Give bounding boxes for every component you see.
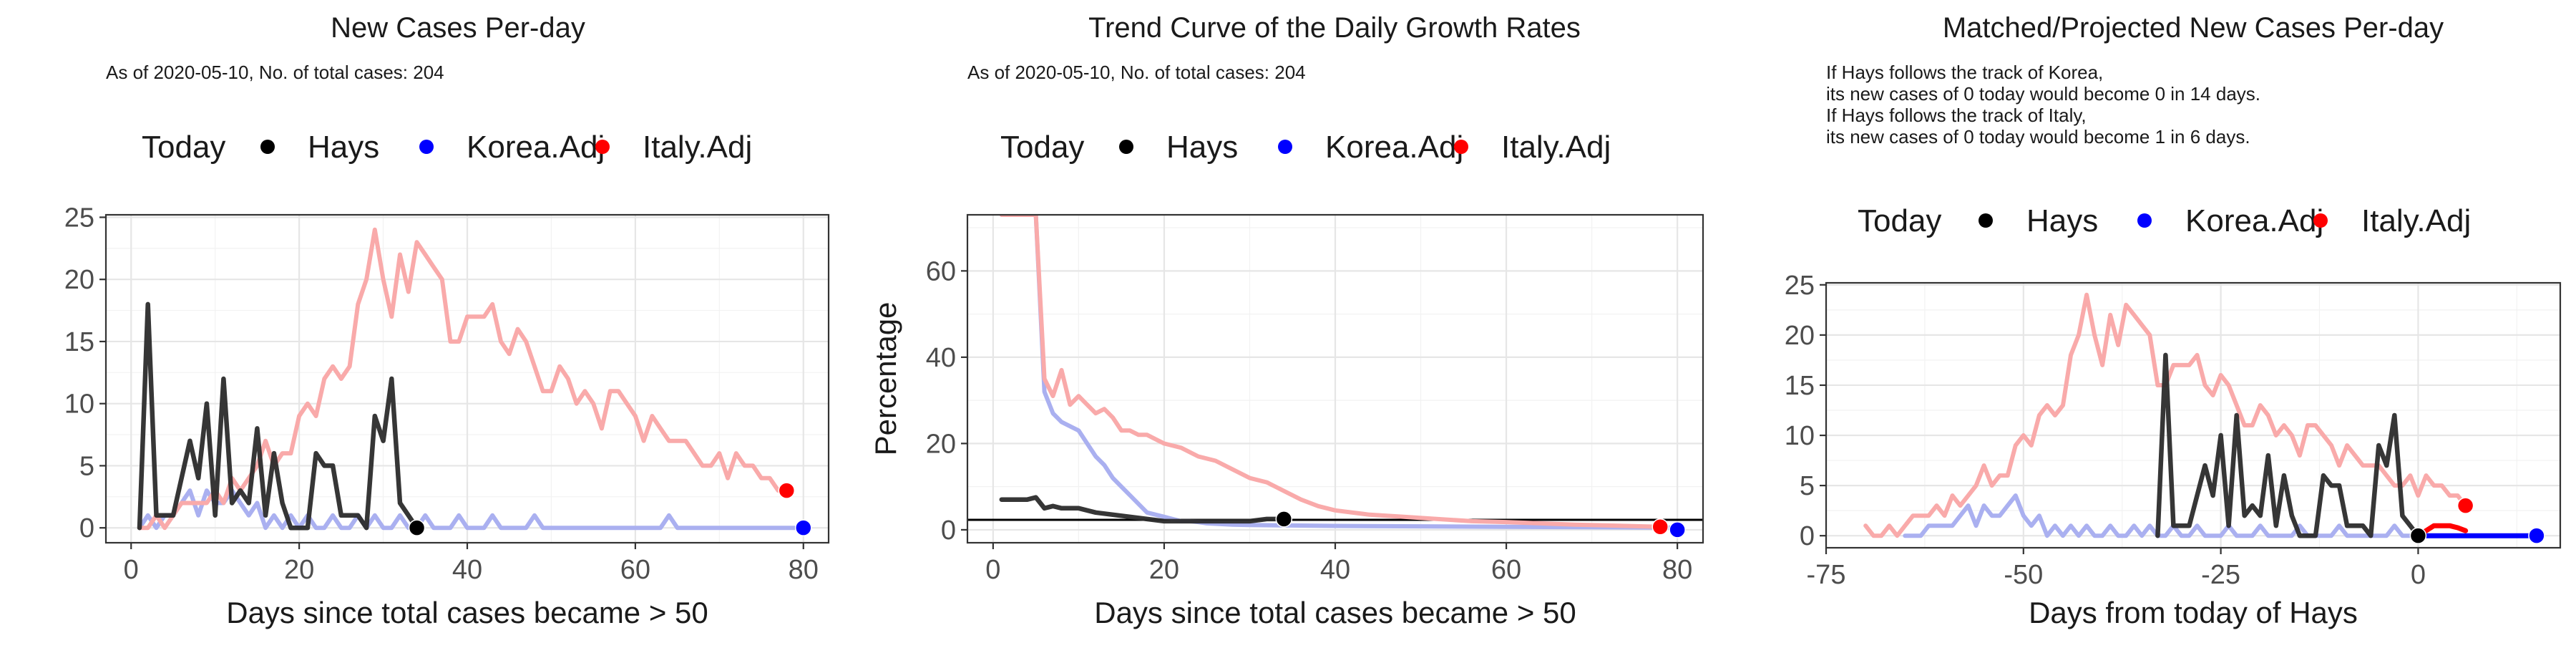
legend-label: Italy.Adj [2361, 203, 2471, 238]
chart-panel-1: New Cases Per-day As of 2020-05-10, No. o… [64, 12, 830, 629]
y-tick-label: 5 [1800, 471, 1815, 501]
legend-dot-hays [260, 140, 275, 154]
legend-dot-italy-adj [595, 140, 610, 154]
legend-dot-hays [1979, 213, 1993, 228]
y-tick-label: 60 [926, 256, 956, 286]
y-tick-label: 15 [64, 327, 94, 357]
series-group [1863, 292, 2532, 538]
y-tick-label: 40 [926, 343, 956, 373]
y-tick-label: 5 [79, 451, 94, 481]
legend-title: Today [1000, 130, 1084, 165]
legend-dot-korea-adj [1278, 140, 1292, 154]
chart-title: New Cases Per-day [331, 12, 585, 44]
chart-subtitle-line: As of 2020-05-10, No. of total cases: 20… [106, 62, 444, 83]
x-axis-label: Days from today of Hays [2029, 596, 2358, 629]
today-point-hays [1275, 511, 1293, 528]
chart-subtitle-line: If Hays follows the track of Korea, [1826, 62, 2103, 83]
y-axis-label: Percentage [869, 302, 902, 456]
today-point-italy-adj [778, 482, 796, 499]
legend-dot-hays [1119, 140, 1133, 154]
plot-border [104, 213, 830, 544]
today-point-korea-adj [2528, 527, 2545, 544]
y-tick-label: 10 [64, 390, 94, 420]
y-tick-label: 0 [941, 516, 956, 546]
today-point-italy-adj [2457, 497, 2474, 514]
series-group [999, 215, 1680, 530]
x-tick-label: 0 [985, 555, 1000, 585]
x-tick-label: -50 [2004, 560, 2043, 590]
x-tick-label: 20 [284, 555, 314, 585]
x-tick-label: -25 [2201, 560, 2240, 590]
chart-title: Trend Curve of the Daily Growth Rates [1088, 12, 1581, 44]
x-tick-label: 20 [1149, 555, 1179, 585]
y-tick-label: 25 [64, 203, 94, 233]
chart-subtitle-line: its new cases of 0 today would become 1 … [1826, 126, 2250, 148]
legend-dot-italy-adj [1454, 140, 1468, 154]
series-line-korea-adj [999, 215, 1680, 530]
legend-dot-korea-adj [2137, 213, 2152, 228]
x-tick-label: 80 [789, 555, 819, 585]
today-point-korea-adj [1669, 521, 1686, 538]
today-point-hays [2409, 527, 2427, 544]
series-group [137, 227, 806, 531]
series-line-hays [137, 301, 419, 531]
y-tick-label: 0 [79, 513, 94, 543]
legend-title: Today [1858, 203, 1941, 238]
plot-border [966, 213, 1704, 544]
x-tick-label: 80 [1662, 555, 1692, 585]
legend-label: Italy.Adj [643, 130, 752, 165]
legend: Today Hays Korea.Adj Italy.Adj [1858, 203, 2471, 238]
x-axis-label: Days since total cases became > 50 [1094, 596, 1576, 629]
y-tick-label: 10 [1785, 421, 1815, 451]
x-tick-label: -75 [1807, 560, 1846, 590]
chart-subtitle-line: As of 2020-05-10, No. of total cases: 20… [967, 62, 1306, 83]
series-line-hays [999, 495, 1287, 524]
series-line-korea-adj [137, 488, 806, 531]
legend-label: Korea.Adj [1325, 130, 1463, 165]
chart-title: Matched/Projected New Cases Per-day [1943, 12, 2444, 44]
legend-label: Hays [308, 130, 379, 165]
legend-label: Hays [2026, 203, 2098, 238]
legend-label: Korea.Adj [467, 130, 605, 165]
x-tick-label: 0 [2411, 560, 2426, 590]
chart-subtitle-line: If Hays follows the track of Italy, [1826, 105, 2087, 126]
y-tick-label: 20 [926, 429, 956, 459]
legend-title: Today [142, 130, 225, 165]
series-line-italy-adj-projection [2415, 523, 2469, 538]
chart-panel-2: Trend Curve of the Daily Growth Rates As … [869, 12, 1704, 629]
legend-label: Korea.Adj [2185, 203, 2323, 238]
x-tick-label: 0 [124, 555, 139, 585]
y-tick-label: 0 [1800, 521, 1815, 551]
legend-dot-korea-adj [419, 140, 434, 154]
y-tick-label: 15 [1785, 371, 1815, 401]
today-point-hays [408, 519, 426, 536]
series-line-italy-adj [137, 227, 789, 531]
legend-label: Hays [1166, 130, 1238, 165]
x-axis-label: Days since total cases became > 50 [226, 596, 708, 629]
x-tick-label: 60 [1491, 555, 1521, 585]
x-tick-label: 60 [620, 555, 650, 585]
x-tick-label: 40 [1320, 555, 1350, 585]
legend-dot-italy-adj [2313, 213, 2328, 228]
series-line-korea-adj [1903, 493, 2421, 538]
plot-border [1825, 281, 2562, 549]
chart-panel-3: Matched/Projected New Cases Per-day If Ha… [1785, 12, 2562, 629]
today-point-korea-adj [795, 519, 812, 536]
series-line-italy-adj [999, 215, 1663, 529]
series-line-hays [2155, 352, 2421, 538]
legend: Today Hays Korea.Adj Italy.Adj [1000, 130, 1611, 165]
x-tick-label: 40 [452, 555, 482, 585]
legend-label: Italy.Adj [1501, 130, 1611, 165]
y-tick-label: 20 [64, 265, 94, 295]
today-point-italy-adj [1652, 518, 1669, 536]
chart-subtitle-line: its new cases of 0 today would become 0 … [1826, 83, 2260, 105]
legend: Today Hays Korea.Adj Italy.Adj [142, 130, 752, 165]
y-tick-label: 20 [1785, 321, 1815, 351]
y-tick-label: 25 [1785, 271, 1815, 301]
